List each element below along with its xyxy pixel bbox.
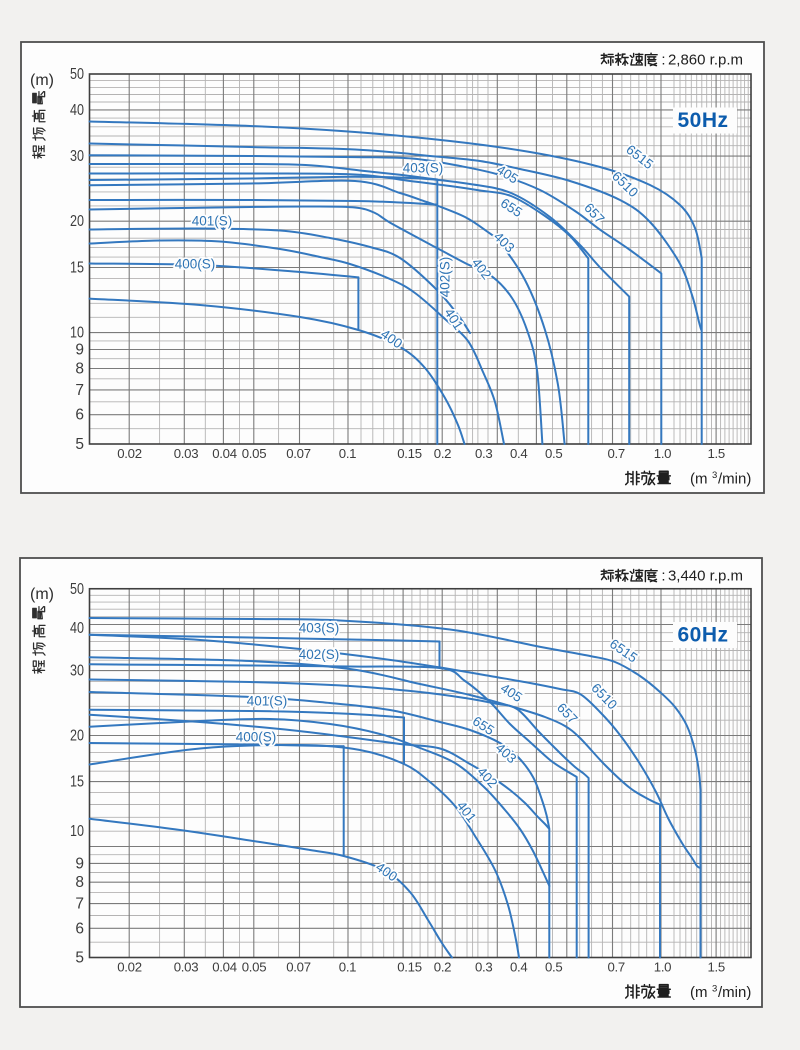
svg-text:(m: (m bbox=[690, 984, 708, 1001]
svg-text:0.07: 0.07 bbox=[286, 446, 310, 461]
svg-text:400(S): 400(S) bbox=[175, 257, 216, 272]
svg-text:0.05: 0.05 bbox=[242, 959, 266, 974]
svg-text:0.2: 0.2 bbox=[434, 446, 451, 461]
svg-text:0.1: 0.1 bbox=[339, 446, 356, 461]
svg-text:0.7: 0.7 bbox=[607, 446, 624, 461]
svg-text:6: 6 bbox=[75, 920, 84, 937]
svg-text:0.05: 0.05 bbox=[242, 446, 266, 461]
svg-text:0.15: 0.15 bbox=[397, 446, 421, 461]
svg-text:0.07: 0.07 bbox=[286, 959, 310, 974]
svg-text:50Hz: 50Hz bbox=[677, 109, 728, 132]
svg-text:0.04: 0.04 bbox=[212, 446, 236, 461]
svg-text:10: 10 bbox=[70, 823, 84, 840]
svg-text:5: 5 bbox=[75, 950, 84, 967]
svg-text:0.02: 0.02 bbox=[117, 959, 141, 974]
svg-text:30: 30 bbox=[70, 148, 84, 165]
svg-text:50: 50 bbox=[70, 581, 84, 598]
svg-text:9: 9 bbox=[75, 342, 84, 359]
svg-text:0.4: 0.4 bbox=[510, 446, 527, 461]
svg-text:(m: (m bbox=[690, 471, 708, 488]
svg-text:0.3: 0.3 bbox=[475, 959, 492, 974]
svg-text:0.15: 0.15 bbox=[397, 959, 421, 974]
svg-text:8: 8 bbox=[75, 360, 84, 377]
svg-text:20: 20 bbox=[70, 727, 84, 744]
svg-text:1.5: 1.5 bbox=[707, 446, 724, 461]
svg-text:0.3: 0.3 bbox=[475, 446, 492, 461]
svg-text:0.02: 0.02 bbox=[117, 446, 141, 461]
svg-text:403(S): 403(S) bbox=[299, 621, 340, 636]
svg-text:401(S): 401(S) bbox=[247, 694, 288, 709]
svg-text:60Hz: 60Hz bbox=[677, 624, 728, 647]
svg-text:0.2: 0.2 bbox=[434, 959, 451, 974]
svg-text::: : bbox=[661, 568, 665, 585]
svg-text:30: 30 bbox=[70, 663, 84, 680]
svg-text:402(S): 402(S) bbox=[438, 257, 453, 298]
svg-text:402(S): 402(S) bbox=[299, 647, 340, 662]
svg-text:50: 50 bbox=[70, 66, 84, 83]
svg-text:403(S): 403(S) bbox=[403, 161, 444, 176]
svg-text:1.0: 1.0 bbox=[654, 446, 671, 461]
svg-text:(m): (m) bbox=[30, 586, 54, 603]
svg-text:3: 3 bbox=[712, 470, 717, 481]
svg-text:(m): (m) bbox=[30, 72, 54, 89]
svg-text:/min): /min) bbox=[718, 984, 751, 1001]
svg-text:400(S): 400(S) bbox=[236, 730, 277, 745]
svg-text:0.1: 0.1 bbox=[339, 959, 356, 974]
svg-text:401(S): 401(S) bbox=[192, 214, 233, 229]
svg-text:10: 10 bbox=[70, 325, 84, 342]
svg-text:1.5: 1.5 bbox=[707, 959, 724, 974]
svg-text:9: 9 bbox=[75, 855, 84, 872]
svg-text:7: 7 bbox=[75, 382, 84, 399]
svg-text:40: 40 bbox=[70, 102, 84, 119]
svg-text:0.4: 0.4 bbox=[510, 959, 527, 974]
svg-text:0.5: 0.5 bbox=[545, 446, 562, 461]
svg-text:7: 7 bbox=[75, 896, 84, 913]
svg-text:8: 8 bbox=[75, 874, 84, 891]
svg-text:3,440 r.p.m: 3,440 r.p.m bbox=[668, 568, 743, 585]
svg-text:6: 6 bbox=[75, 407, 84, 424]
svg-text:1.0: 1.0 bbox=[654, 959, 671, 974]
svg-text:3: 3 bbox=[712, 984, 717, 995]
svg-text:20: 20 bbox=[70, 213, 84, 230]
svg-text:0.7: 0.7 bbox=[607, 959, 624, 974]
svg-text::: : bbox=[661, 52, 665, 69]
svg-text:0.03: 0.03 bbox=[174, 959, 198, 974]
svg-text:2,860 r.p.m: 2,860 r.p.m bbox=[668, 52, 743, 69]
svg-text:0.5: 0.5 bbox=[545, 959, 562, 974]
svg-text:15: 15 bbox=[70, 774, 84, 791]
svg-text:40: 40 bbox=[70, 620, 84, 637]
svg-text:0.04: 0.04 bbox=[212, 959, 236, 974]
svg-text:0.03: 0.03 bbox=[174, 446, 198, 461]
svg-text:5: 5 bbox=[75, 436, 84, 453]
svg-text:/min): /min) bbox=[718, 471, 751, 488]
svg-text:15: 15 bbox=[70, 259, 84, 276]
